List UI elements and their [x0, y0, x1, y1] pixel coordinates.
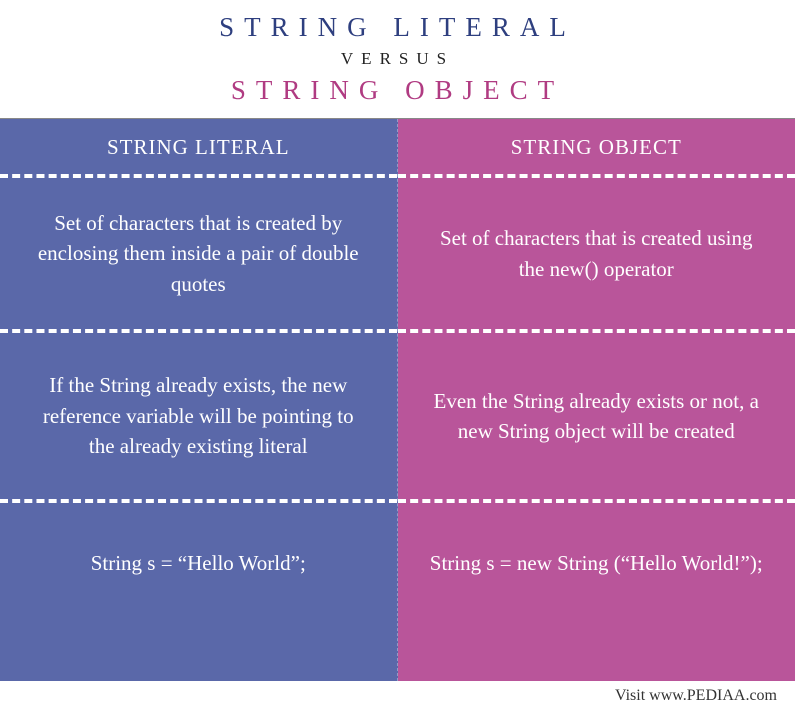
literal-example: String s = “Hello World”; — [0, 503, 397, 623]
title-object: STRING OBJECT — [0, 75, 795, 110]
column-literal-header: STRING LITERAL — [0, 119, 397, 178]
footer-credit: Visit www.PEDIAA.com — [0, 681, 795, 711]
literal-behavior: If the String already exists, the new re… — [0, 333, 397, 503]
object-behavior: Even the String already exists or not, a… — [398, 333, 795, 503]
object-example: String s = new String (“Hello World!”); — [398, 503, 795, 623]
column-object: STRING OBJECT Set of characters that is … — [398, 119, 795, 681]
column-object-header: STRING OBJECT — [398, 119, 795, 178]
object-definition: Set of characters that is created using … — [398, 178, 795, 333]
comparison-columns: STRING LITERAL Set of characters that is… — [0, 119, 795, 681]
title-literal: STRING LITERAL — [0, 12, 795, 49]
comparison-container: STRING LITERAL VERSUS STRING OBJECT STRI… — [0, 0, 795, 711]
column-literal: STRING LITERAL Set of characters that is… — [0, 119, 398, 681]
header: STRING LITERAL VERSUS STRING OBJECT — [0, 0, 795, 119]
literal-definition: Set of characters that is created by enc… — [0, 178, 397, 333]
title-versus: VERSUS — [0, 49, 795, 75]
